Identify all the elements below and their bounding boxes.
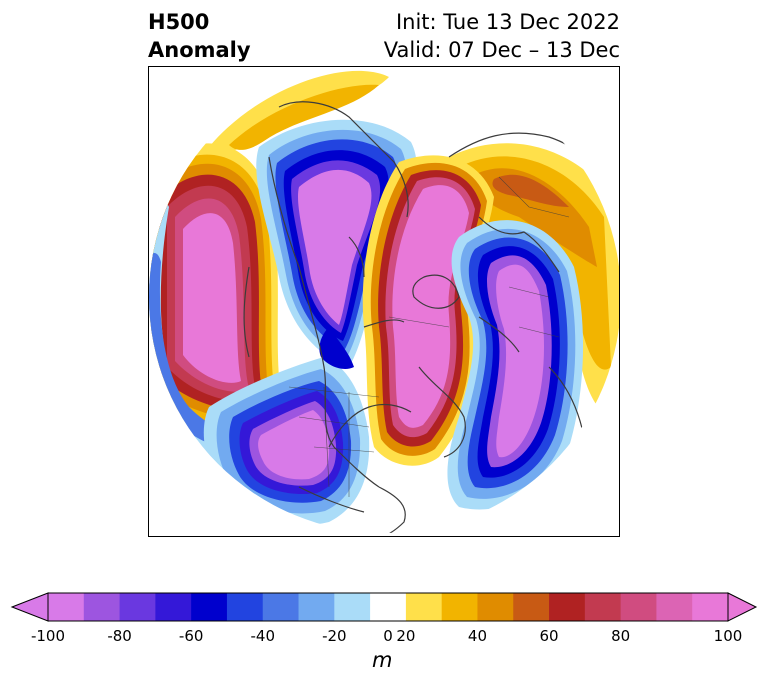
colorbar-tick-label: -100 [30, 627, 66, 645]
colorbar-tick-label: -80 [107, 627, 132, 645]
trough-central-us [203, 357, 370, 526]
colorbar-tick-label: -20 [322, 627, 347, 645]
title-left: H500 Anomaly [148, 8, 251, 64]
colorbar-tick-label: 40 [467, 627, 488, 645]
colorbar-segment [48, 593, 85, 621]
anomaly-map [149, 67, 619, 533]
colorbar-tick-label: 100 [713, 627, 743, 645]
trough-alaska-yukon [256, 119, 417, 367]
colorbar-extend-high [727, 592, 758, 622]
colorbar-tick-label: 80 [611, 627, 631, 645]
colorbar-extend-low [10, 592, 49, 622]
init-time: Init: Tue 13 Dec 2022 [395, 10, 620, 34]
colorbar-segment [334, 593, 371, 621]
colorbar-segment [83, 593, 121, 621]
colorbar-tick-label: -40 [250, 627, 275, 645]
ridge-greenland-arctic [362, 155, 494, 466]
colorbar-tick-label: 60 [539, 627, 559, 645]
colorbar-segment [226, 593, 264, 621]
colorbar-segment [155, 593, 192, 621]
colorbar-segment [441, 593, 478, 621]
colorbar-segment [119, 593, 156, 621]
colorbar-outline [47, 592, 729, 622]
colorbar-segment [549, 593, 586, 621]
map-panel [148, 66, 620, 537]
colorbar-segment [620, 593, 657, 621]
valid-period: Valid: 07 Dec – 13 Dec [383, 38, 620, 62]
colorbar-segment [298, 593, 335, 621]
colorbar-segment [405, 593, 443, 621]
colorbar-tick-label: 0 [383, 627, 393, 645]
colorbar-segment [584, 593, 622, 621]
colorbar-segment [656, 593, 693, 621]
borders [288, 176, 570, 497]
trough-neck [319, 327, 354, 369]
ridge-bering [209, 70, 389, 153]
colorbar-segment [191, 593, 228, 621]
ridge-north-pacific [149, 143, 289, 437]
colorbar-units: m [372, 648, 393, 672]
title-right: Init: Tue 13 Dec 2022 Valid: 07 Dec – 13… [384, 8, 620, 64]
title-field: Anomaly [148, 38, 251, 62]
colorbar-segment [477, 593, 514, 621]
colorbar [10, 592, 758, 622]
colorbar-segment [262, 593, 300, 621]
title-variable: H500 [148, 10, 210, 34]
colorbar-segment [513, 593, 550, 621]
colorbar-segment [370, 593, 407, 621]
colorbar-segment [692, 593, 729, 621]
trough-siberia [447, 220, 584, 510]
colorbar-tick-label: -60 [178, 627, 204, 645]
colorbar-tick-label: 20 [396, 627, 416, 645]
